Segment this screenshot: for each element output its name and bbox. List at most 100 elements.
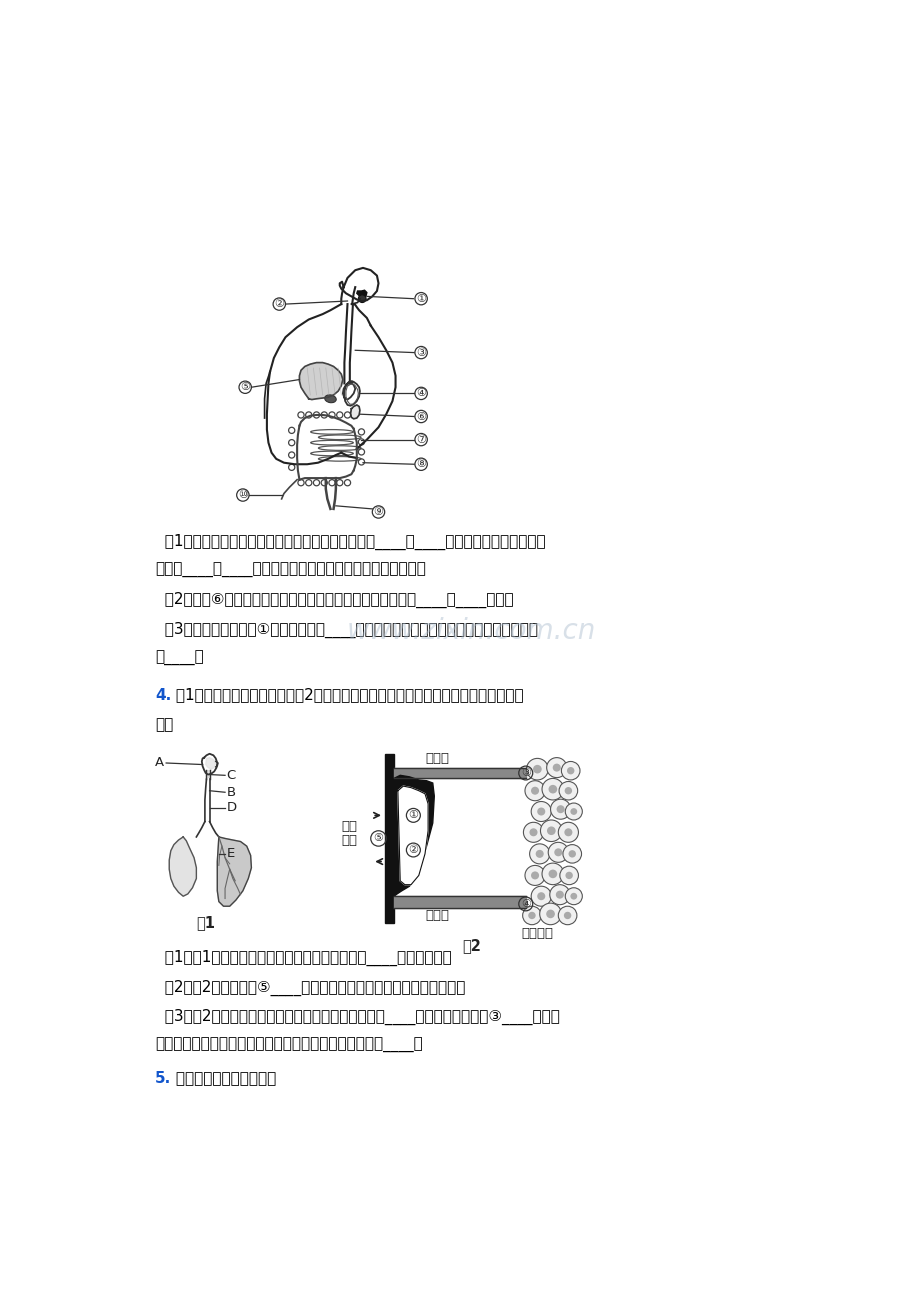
Circle shape — [537, 892, 545, 900]
Text: ⑨: ⑨ — [373, 506, 383, 517]
Text: （3）图2中，血液与组织细胞之间的气体交换是通过____实现的。血液中的③____进入细: （3）图2中，血液与组织细胞之间的气体交换是通过____实现的。血液中的③___… — [155, 1009, 560, 1025]
Polygon shape — [299, 362, 343, 400]
Polygon shape — [393, 775, 434, 896]
Circle shape — [562, 845, 581, 863]
Circle shape — [537, 807, 545, 815]
Circle shape — [570, 809, 576, 815]
Circle shape — [561, 762, 579, 780]
Polygon shape — [169, 837, 196, 896]
Text: 成____。: 成____。 — [155, 651, 204, 665]
Circle shape — [525, 781, 545, 801]
Circle shape — [523, 823, 543, 842]
Text: 图1: 图1 — [196, 915, 215, 931]
Circle shape — [564, 786, 572, 794]
Circle shape — [556, 805, 564, 814]
Circle shape — [563, 911, 571, 919]
Text: ⑤: ⑤ — [373, 833, 383, 844]
Polygon shape — [206, 769, 210, 777]
Text: D: D — [226, 801, 236, 814]
Text: ⑧: ⑧ — [415, 460, 425, 469]
Circle shape — [535, 850, 543, 858]
Text: 胞内，细胞氧化分解有机物，产生二氧化碳和水，并释放____。: 胞内，细胞氧化分解有机物，产生二氧化碳和水，并释放____。 — [155, 1038, 423, 1053]
Circle shape — [565, 872, 573, 879]
Circle shape — [550, 799, 570, 819]
Text: 空气: 空气 — [341, 835, 357, 848]
Text: ③: ③ — [520, 768, 530, 779]
Polygon shape — [397, 786, 427, 884]
Circle shape — [563, 828, 572, 836]
Text: 4.: 4. — [155, 687, 171, 703]
Text: ①: ① — [408, 810, 418, 820]
Circle shape — [558, 906, 576, 924]
Circle shape — [532, 764, 541, 773]
Circle shape — [541, 863, 563, 884]
Ellipse shape — [324, 395, 335, 402]
Text: （2）图中⑥所示的结构能分泌胰腺，胰液中含有消化糖类，____和____的酶。: （2）图中⑥所示的结构能分泌胰腺，胰液中含有消化糖类，____和____的酶。 — [155, 592, 514, 608]
Circle shape — [546, 758, 566, 777]
Circle shape — [528, 911, 535, 919]
Text: ⑦: ⑦ — [415, 435, 425, 444]
Text: 酶；［____］____是人体消化食物吸收营养物质的主要器官。: 酶；［____］____是人体消化食物吸收营养物质的主要器官。 — [155, 562, 425, 578]
Polygon shape — [393, 768, 525, 779]
Text: 组织细胞: 组织细胞 — [521, 927, 553, 940]
Polygon shape — [384, 754, 393, 923]
Polygon shape — [206, 758, 216, 769]
Circle shape — [529, 828, 537, 836]
Text: 外界: 外界 — [341, 820, 357, 833]
Circle shape — [560, 866, 578, 884]
Circle shape — [525, 866, 545, 885]
Circle shape — [553, 849, 562, 857]
Circle shape — [530, 887, 550, 906]
Circle shape — [559, 781, 577, 799]
Circle shape — [522, 906, 540, 924]
Circle shape — [548, 870, 557, 878]
Polygon shape — [350, 405, 359, 419]
Text: A: A — [155, 756, 165, 769]
Circle shape — [558, 823, 578, 842]
Circle shape — [539, 820, 562, 841]
Circle shape — [526, 758, 548, 780]
Text: （1）用图中的序号回答：人体内最大的消化腺是［____］____，产生的消化液不含消化: （1）用图中的序号回答：人体内最大的消化腺是［____］____，产生的消化液不… — [155, 534, 545, 549]
Circle shape — [564, 888, 582, 905]
Text: ①: ① — [415, 294, 425, 303]
Circle shape — [548, 785, 557, 793]
Text: （2）图2中，外界与⑤____之间的气体交换是通过呼吸运动实现的。: （2）图2中，外界与⑤____之间的气体交换是通过呼吸运动实现的。 — [155, 979, 465, 996]
Text: 图1为人体呼吸系统组成图，图2为肺内及组织中气体交换示意图，请据图回答下列问: 图1为人体呼吸系统组成图，图2为肺内及组织中气体交换示意图，请据图回答下列问 — [171, 687, 523, 703]
Circle shape — [548, 842, 568, 862]
Circle shape — [541, 779, 563, 799]
Text: （3）食物中的淀粉在①中初步分解为____，在如图所示的消化道内经过消化，最终分解: （3）食物中的淀粉在①中初步分解为____，在如图所示的消化道内经过消化，最终分… — [155, 621, 538, 638]
Circle shape — [564, 803, 582, 820]
Circle shape — [555, 891, 563, 898]
Circle shape — [546, 910, 554, 918]
Circle shape — [550, 884, 569, 905]
Circle shape — [539, 904, 561, 924]
Text: ⑤: ⑤ — [240, 383, 250, 392]
Polygon shape — [393, 896, 525, 907]
Text: ⑥: ⑥ — [415, 411, 425, 422]
Circle shape — [530, 871, 539, 879]
Text: B: B — [226, 786, 235, 798]
Text: 据图分析回答下列问题：: 据图分析回答下列问题： — [171, 1072, 276, 1086]
Circle shape — [530, 786, 539, 794]
Polygon shape — [357, 290, 367, 297]
Text: ②: ② — [274, 299, 284, 309]
Text: （1）图1中，人体与外界进行气体交换的场所是____（填字母）。: （1）图1中，人体与外界进行气体交换的场所是____（填字母）。 — [155, 950, 451, 966]
Text: C: C — [226, 768, 235, 781]
Circle shape — [547, 827, 555, 835]
Text: ④: ④ — [520, 898, 530, 909]
Polygon shape — [217, 837, 251, 906]
Text: E: E — [226, 848, 234, 861]
Text: ⑩: ⑩ — [238, 490, 247, 500]
Text: 图2: 图2 — [461, 939, 481, 953]
Circle shape — [530, 802, 550, 822]
Circle shape — [570, 893, 576, 900]
Text: ④: ④ — [415, 388, 425, 398]
Text: 静脉血: 静脉血 — [425, 909, 448, 922]
Circle shape — [529, 844, 550, 863]
Circle shape — [358, 294, 366, 302]
Text: 5.: 5. — [155, 1072, 171, 1086]
Circle shape — [568, 850, 575, 858]
Circle shape — [566, 767, 573, 775]
Text: ②: ② — [408, 845, 418, 855]
Text: 题：: 题： — [155, 717, 174, 732]
